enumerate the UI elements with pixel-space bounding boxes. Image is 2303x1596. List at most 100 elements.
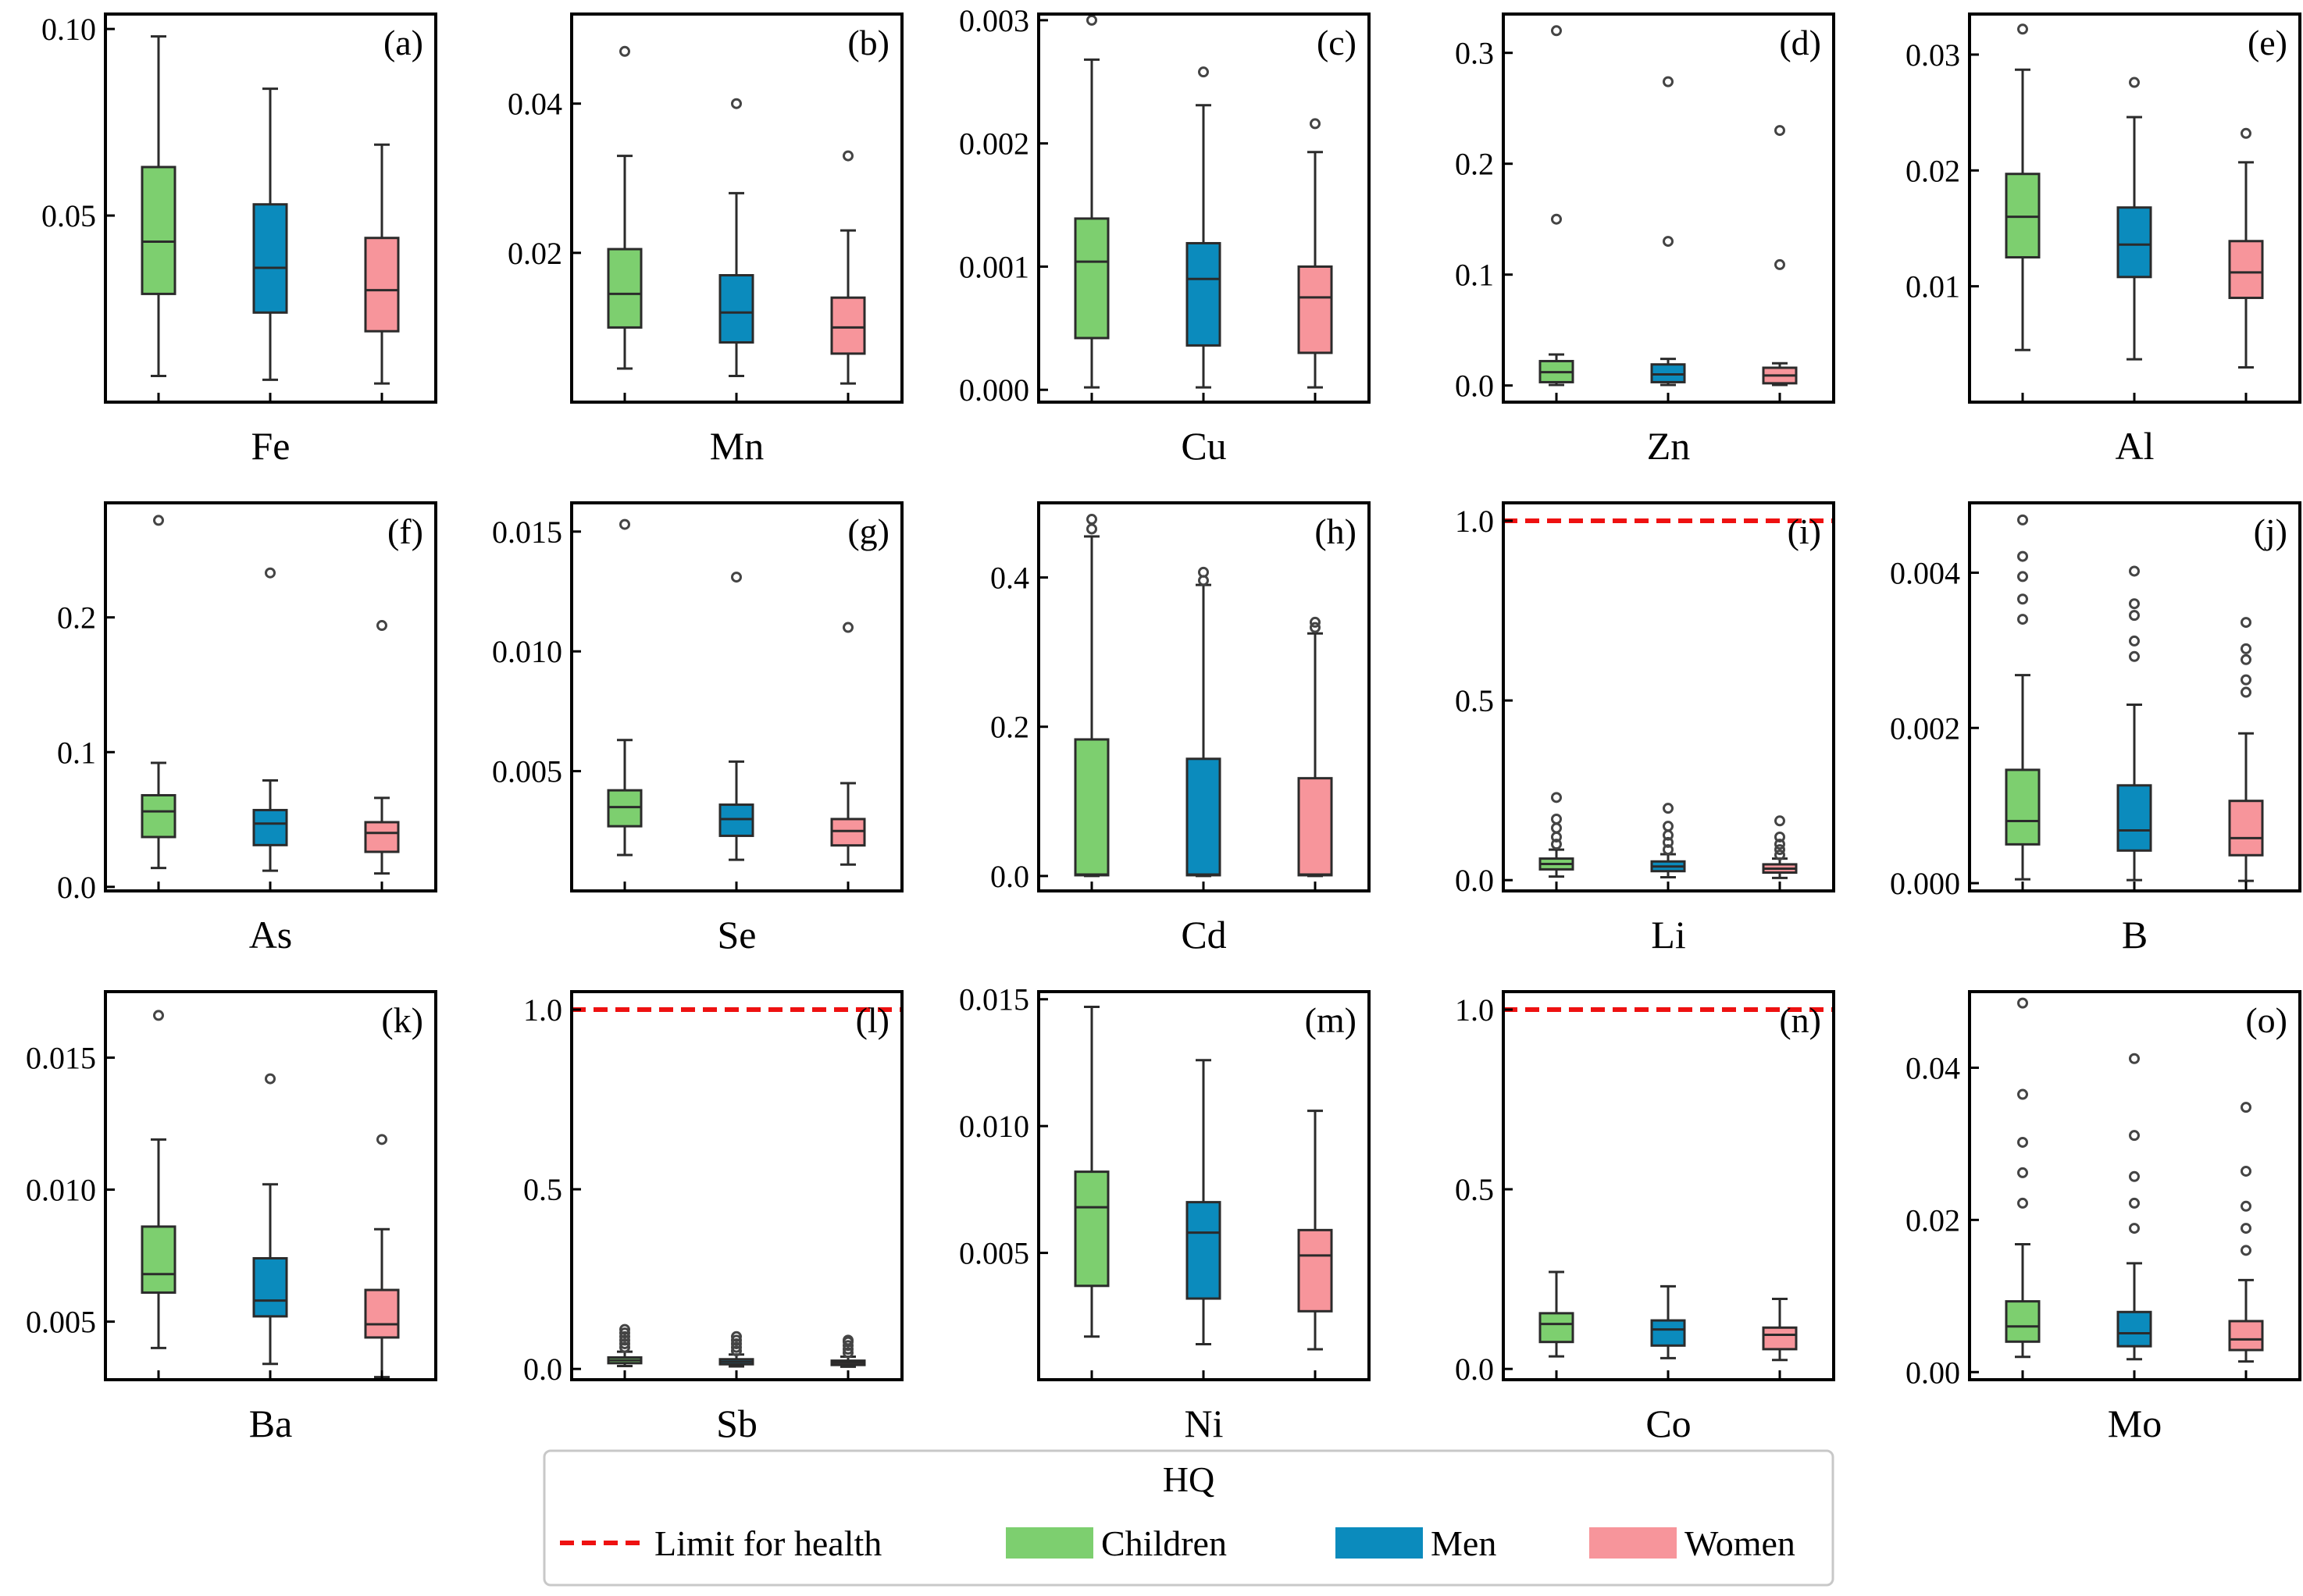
panel-co: 0.0 0.5 1.0 (n) Co <box>1455 990 1835 1445</box>
outlier-point <box>153 515 164 526</box>
outlier-point <box>1551 213 1562 225</box>
panel-li: 0.0 0.5 1.0 (i) Li <box>1455 501 1835 957</box>
box-body <box>1185 757 1221 877</box>
outlier-point <box>843 150 854 162</box>
outlier-point <box>2129 77 2140 88</box>
panel-sb: 0.0 0.5 1.0 (l) Sb <box>523 990 904 1445</box>
outlier-point <box>376 620 387 632</box>
outlier-point <box>2129 1223 2140 1234</box>
outlier-point <box>2129 1197 2140 1209</box>
outlier-point <box>2017 571 2028 582</box>
outlier-point <box>843 1340 854 1352</box>
outlier-point <box>619 1341 630 1353</box>
legend-frame <box>543 1449 1834 1587</box>
box-men <box>1185 66 1221 389</box>
outlier-point <box>2017 550 2028 562</box>
box-body <box>364 821 400 853</box>
x-axis-label: Li <box>1651 913 1685 957</box>
box-body <box>1762 1326 1798 1351</box>
y-tick-label: 0.2 <box>1455 147 1494 182</box>
outlier-point <box>731 1334 742 1346</box>
y-tick-label: 0.010 <box>26 1173 96 1208</box>
box-body <box>607 248 643 329</box>
box-men <box>1650 1284 1686 1359</box>
panel-b: 0.000 0.002 0.004 (j) B <box>1890 501 2301 957</box>
y-tick-label: 0.015 <box>492 515 562 550</box>
box-body <box>252 203 288 314</box>
box-body <box>252 808 288 846</box>
x-axis-label: Co <box>1645 1402 1691 1445</box>
outlier-point <box>2017 1167 2028 1178</box>
outlier-point <box>1310 118 1321 130</box>
panel-label: (c) <box>1317 23 1356 62</box>
panel-label: (k) <box>381 1000 423 1040</box>
outlier-point <box>2241 1102 2251 1113</box>
box-body <box>2116 1310 2152 1348</box>
box-body <box>718 803 754 837</box>
box-men <box>1650 803 1686 879</box>
box-body <box>607 789 643 828</box>
legend-children-label: Children <box>1101 1523 1227 1563</box>
y-tick-label: 0.002 <box>959 126 1029 162</box>
outlier-point <box>1774 125 1785 137</box>
outlier-point <box>1774 839 1785 850</box>
panel-label: (a) <box>383 23 423 62</box>
panel-mo: 0.00 0.02 0.04 (o) Mo <box>1906 990 2301 1445</box>
axes-frame <box>1502 501 1835 892</box>
outlier-point <box>2241 617 2251 629</box>
panel-mn: 0.02 0.04 (b) Mn <box>508 12 904 468</box>
box-body <box>2116 784 2152 852</box>
panel-label: (m) <box>1305 1000 1356 1040</box>
outlier-point <box>2017 614 2028 625</box>
box-women <box>364 1134 400 1379</box>
y-tick-label: 0.5 <box>523 1172 562 1207</box>
outlier-point <box>619 1338 630 1349</box>
y-tick-label: 0.004 <box>1890 555 1960 590</box>
outlier-point <box>2129 1053 2140 1064</box>
box-body <box>364 1288 400 1339</box>
outlier-point <box>2017 593 2028 605</box>
box-body <box>2005 1300 2041 1343</box>
box-children <box>1538 1270 1574 1358</box>
legend-men-swatch <box>1335 1527 1423 1559</box>
x-axis-label: Zn <box>1647 424 1691 468</box>
x-axis-label: Mo <box>2108 1402 2162 1445</box>
y-tick-label: 0.005 <box>26 1305 96 1340</box>
y-tick-label: 0.3 <box>1455 36 1494 71</box>
x-axis-label: Mn <box>710 424 764 468</box>
panel-ni: 0.005 0.010 0.015 (m) Ni <box>959 982 1371 1445</box>
box-men <box>718 98 754 378</box>
y-tick-label: 0.03 <box>1906 37 1960 73</box>
outlier-point <box>2017 514 2028 525</box>
outlier-point <box>1198 66 1209 78</box>
outlier-point <box>843 1334 854 1346</box>
box-body <box>1074 217 1110 340</box>
panel-label: (n) <box>1779 1000 1821 1040</box>
axes-frame <box>570 990 904 1381</box>
box-body <box>1538 1312 1574 1344</box>
panel-label: (o) <box>2245 1000 2287 1040</box>
x-axis-label: B <box>2122 913 2148 957</box>
box-body <box>1185 241 1221 347</box>
outlier-point <box>2241 1165 2251 1177</box>
panel-label: (d) <box>1779 23 1821 62</box>
box-children <box>2005 514 2041 881</box>
outlier-point <box>731 98 742 109</box>
outlier-point <box>1774 815 1785 827</box>
y-tick-label: 0.01 <box>1906 269 1960 305</box>
box-body <box>141 793 176 839</box>
box-women <box>2228 1102 2264 1363</box>
outlier-point <box>1086 523 1097 535</box>
box-women <box>2228 617 2264 882</box>
outlier-point <box>2241 127 2251 139</box>
y-tick-label: 0.000 <box>1890 866 1960 901</box>
outlier-point <box>1663 76 1674 87</box>
outlier-point <box>619 45 630 57</box>
panel-ba: 0.005 0.010 0.015 (k) Ba <box>26 990 437 1445</box>
outlier-point <box>2241 654 2251 665</box>
outlier-point <box>2129 565 2140 577</box>
outlier-point <box>2241 1200 2251 1212</box>
panel-se: 0.005 0.010 0.015 (g) Se <box>492 501 904 957</box>
outlier-point <box>1774 831 1785 843</box>
outlier-point <box>1774 849 1785 860</box>
